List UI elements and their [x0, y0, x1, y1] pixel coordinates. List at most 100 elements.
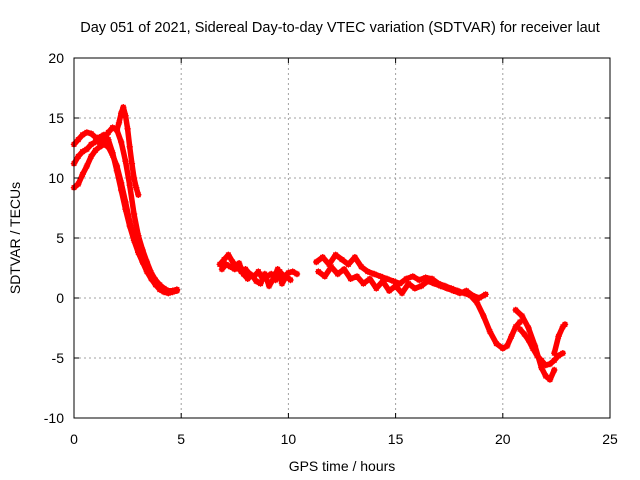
x-tick-label: 20	[495, 431, 511, 447]
data-point	[253, 278, 260, 285]
data-point	[503, 342, 511, 350]
data-point	[83, 162, 91, 170]
data-point	[338, 256, 346, 263]
data-point	[516, 326, 524, 333]
data-point	[409, 273, 416, 280]
data-point	[377, 273, 384, 280]
data-point	[551, 350, 558, 357]
series-spike	[113, 104, 142, 198]
data-point	[321, 273, 329, 280]
y-tick-label: -5	[52, 350, 65, 366]
data-point	[75, 180, 82, 188]
data-point	[126, 182, 133, 189]
data-point	[128, 160, 136, 167]
data-point	[257, 280, 264, 287]
data-point	[476, 294, 483, 302]
data-point	[139, 246, 146, 254]
data-point	[244, 275, 251, 282]
data-point	[126, 222, 133, 230]
axis-ticks: 0 5 10 15 20 25 -10 -5 0 5 10 15 20	[44, 50, 618, 447]
data-point	[130, 210, 138, 218]
data-point	[499, 345, 506, 352]
data-point	[463, 287, 470, 294]
data-point	[152, 276, 159, 284]
data-point	[538, 364, 545, 371]
data-point	[169, 287, 176, 294]
data-point	[443, 285, 451, 292]
data-point	[392, 282, 399, 290]
data-point	[268, 270, 275, 278]
data-point	[117, 138, 125, 146]
data-point	[87, 130, 95, 137]
data-point	[147, 269, 155, 276]
x-axis-label: GPS time / hours	[289, 458, 396, 474]
data-point	[415, 276, 423, 284]
data-point	[533, 352, 541, 359]
data-point	[516, 318, 524, 326]
data-point	[405, 280, 412, 287]
y-tick-label: -10	[44, 410, 64, 426]
data-series	[70, 104, 569, 383]
data-point	[122, 158, 129, 165]
data-point	[287, 276, 294, 284]
x-tick-label: 5	[177, 431, 185, 447]
data-point	[345, 261, 352, 268]
series-track-c	[70, 124, 181, 294]
data-point	[364, 268, 371, 275]
data-point	[132, 184, 140, 191]
data-point	[385, 287, 393, 294]
data-point	[242, 266, 249, 273]
data-point	[480, 312, 487, 320]
data-point	[512, 306, 519, 314]
data-point	[79, 148, 86, 155]
data-point	[165, 287, 172, 294]
data-point	[285, 269, 292, 276]
y-tick-label: 20	[48, 50, 64, 66]
data-point	[493, 340, 500, 347]
data-point	[379, 278, 386, 285]
data-point	[512, 323, 519, 330]
data-point	[105, 129, 112, 136]
data-point	[546, 376, 554, 383]
data-point	[100, 141, 108, 148]
data-point	[334, 270, 341, 278]
data-point	[122, 206, 129, 213]
data-point	[240, 270, 247, 278]
data-point	[173, 286, 181, 293]
gridlines	[74, 58, 610, 418]
data-point	[424, 278, 431, 285]
data-point	[396, 280, 404, 287]
data-point	[83, 146, 91, 153]
data-point	[340, 266, 348, 273]
data-point	[555, 333, 562, 340]
data-point	[360, 280, 367, 287]
series-line	[313, 252, 523, 352]
data-point	[486, 328, 494, 335]
data-point	[370, 270, 378, 278]
data-point	[319, 254, 326, 261]
data-point	[160, 285, 168, 292]
data-point	[135, 232, 142, 239]
data-point	[315, 268, 322, 275]
data-point	[529, 345, 537, 352]
data-point	[551, 366, 558, 374]
data-point	[293, 270, 301, 278]
data-point	[437, 282, 444, 290]
data-point	[79, 171, 86, 178]
series-track-f	[313, 251, 524, 352]
data-point	[313, 258, 320, 266]
data-point	[270, 275, 277, 282]
data-point	[113, 167, 121, 174]
data-point	[542, 362, 549, 369]
data-point	[398, 290, 406, 297]
data-point	[351, 254, 359, 261]
y-tick-label: 0	[56, 290, 64, 306]
data-point	[75, 136, 82, 143]
data-point	[229, 258, 236, 266]
data-point	[561, 321, 569, 328]
data-point	[366, 275, 374, 282]
data-point	[248, 272, 256, 279]
chart-title: Day 051 of 2021, Sidereal Day-to-day VTE…	[80, 20, 600, 36]
data-point	[113, 126, 121, 134]
